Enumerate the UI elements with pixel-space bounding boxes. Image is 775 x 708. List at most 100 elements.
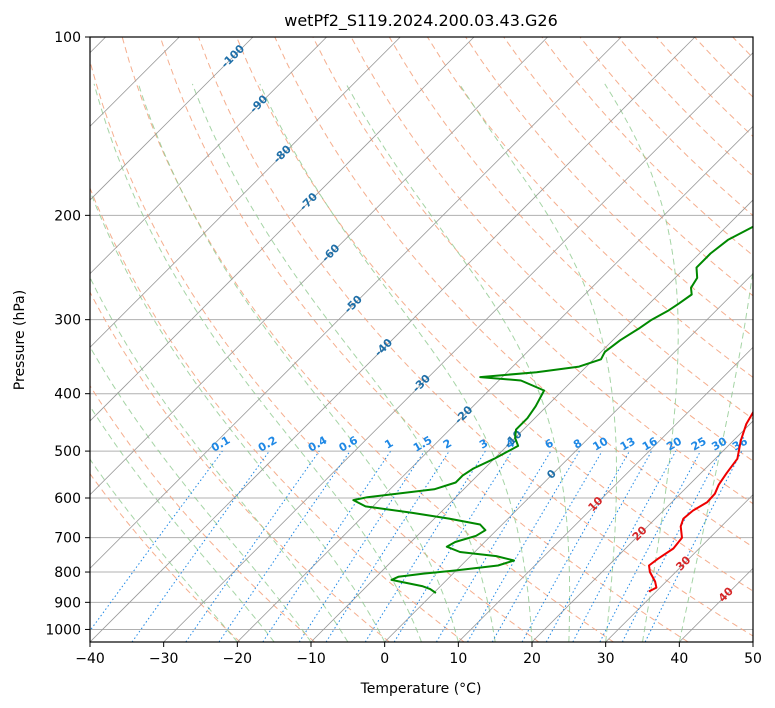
mixing-ratio-line: [435, 450, 552, 642]
dry-adiabat: [90, 59, 540, 642]
dry-adiabat: [465, 37, 753, 338]
mixing-ratio-line: [572, 450, 677, 642]
y-tick-label: 700: [54, 531, 81, 547]
isotherm-gridline: [90, 37, 548, 496]
mixing-ratio-line: [90, 450, 223, 632]
isotherm-gridline: [237, 125, 753, 642]
dry-adiabat: [312, 37, 753, 505]
mixing-ratio-label: 6: [543, 436, 556, 451]
moist-adiabat: [604, 83, 679, 642]
x-tick-label: −10: [296, 651, 326, 667]
moist-adiabat: [259, 83, 533, 642]
x-tick-label: 50: [744, 651, 762, 667]
y-tick-label: 1000: [45, 622, 81, 638]
dry-adiabat: [90, 291, 390, 642]
mixing-ratio-line: [393, 450, 513, 642]
isotherm-gridline: [90, 37, 696, 642]
dry-adiabat: [503, 37, 753, 297]
dry-adiabat: [426, 37, 753, 378]
moist-adiabat: [345, 83, 571, 642]
isotherm-label: 20: [630, 523, 650, 543]
isotherm-gridline: [531, 420, 753, 642]
mixing-ratio-line: [521, 450, 630, 642]
moist-adiabat: [458, 83, 617, 642]
y-tick-label: 400: [54, 387, 81, 403]
y-axis-label: Pressure (hPa): [12, 290, 28, 390]
dry-adiabat: [90, 186, 465, 642]
chart-title: wetPf2_S119.2024.200.03.43.G26: [284, 11, 558, 31]
isotherm-gridline: [605, 494, 753, 642]
isotherm-label: 40: [716, 584, 736, 604]
isotherm-gridline: [458, 346, 753, 642]
isotherm-label: -30: [410, 372, 433, 395]
dewpoint-profile: [352, 225, 753, 594]
dry-adiabat: [350, 37, 753, 462]
mixing-ratio-line: [185, 450, 320, 642]
moist-adiabat: [191, 83, 496, 642]
dry-adiabat: [121, 37, 614, 642]
isotherm-label: -40: [372, 336, 395, 359]
mixing-ratio-line: [621, 450, 722, 642]
x-tick-label: 20: [523, 651, 541, 667]
dry-adiabat: [694, 37, 753, 98]
mixing-ratio-line: [644, 450, 743, 642]
y-tick-label: 200: [54, 208, 81, 224]
moist-adiabat: [90, 276, 349, 642]
isotherm-gridline: [752, 641, 753, 642]
dry-adiabat: [388, 37, 753, 420]
plot-area: 0.1 0.2 0.4 0.6 1 1.5 2 3 4 6 8 10 13 16 20 25 30 36-100-…: [90, 37, 753, 642]
moist-adiabat: [678, 83, 753, 642]
isotherm-gridline: [679, 567, 753, 642]
isotherm-gridline: [90, 37, 327, 275]
isotherm-label: -60: [319, 241, 342, 264]
x-tick-label: −20: [223, 651, 253, 667]
mixing-ratio-line: [262, 450, 392, 642]
isotherm-gridline: [90, 37, 401, 348]
isotherm-gridline: [310, 199, 753, 642]
dry-adiabat: [159, 37, 689, 642]
isotherm-label: 0: [544, 467, 559, 482]
plot-frame: [89, 36, 754, 643]
moist-adiabat: [93, 83, 422, 642]
mixing-ratio-line: [364, 450, 486, 642]
x-axis-label: Temperature (°C): [360, 681, 482, 697]
mixing-ratio-label: 2: [441, 437, 454, 452]
moist-adiabat: [90, 189, 386, 642]
isotherm-label: -100: [219, 42, 248, 71]
y-tick-label: 500: [54, 444, 81, 460]
isotherm-gridline: [163, 52, 753, 642]
isotherm-gridline: [90, 37, 475, 422]
isotherm-label: -90: [247, 92, 270, 115]
dry-adiabat: [732, 37, 753, 59]
dry-adiabat: [656, 37, 753, 138]
moist-adiabat: [137, 83, 459, 642]
isotherm-gridline: [90, 37, 622, 569]
isotherm-gridline: [90, 37, 254, 201]
dry-adiabat: [90, 472, 241, 642]
temperature-profile: [648, 410, 753, 593]
isotherm-label: -70: [297, 190, 320, 213]
y-tick-label: 100: [54, 30, 81, 46]
mixing-ratio-line: [599, 450, 701, 642]
isotherm-label: 30: [673, 553, 693, 573]
isotherm-label: 10: [586, 494, 606, 514]
isotherm-label: -20: [452, 403, 475, 426]
x-tick-label: 0: [380, 651, 389, 667]
moist-adiabat: [90, 345, 312, 642]
y-tick-label: 900: [54, 595, 81, 611]
moist-adiabat: [90, 458, 238, 642]
isotherm-label: -10: [502, 427, 525, 450]
dry-adiabat: [541, 37, 753, 257]
x-tick-label: −40: [75, 651, 105, 667]
mixing-ratio-label: 1: [382, 437, 395, 452]
y-tick-label: 300: [54, 313, 81, 329]
mixing-ratio-line: [545, 450, 653, 642]
mixing-ratio-line: [218, 450, 351, 642]
x-tick-label: 10: [449, 651, 467, 667]
isotherm-label: -50: [342, 292, 365, 315]
dry-adiabat: [90, 384, 316, 642]
y-tick-label: 600: [54, 491, 81, 507]
y-tick-label: 800: [54, 565, 81, 581]
dry-adiabat: [236, 37, 753, 592]
